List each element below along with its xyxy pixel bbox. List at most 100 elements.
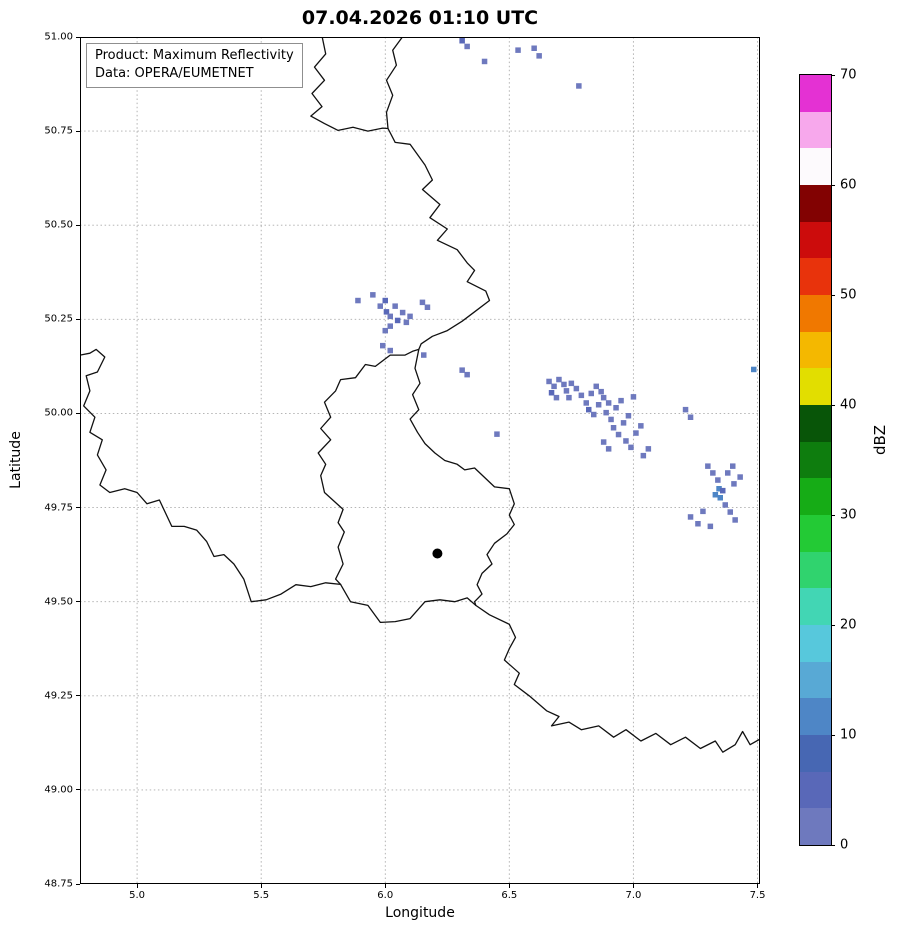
radar-echo-cell bbox=[593, 383, 599, 390]
country-border-line bbox=[317, 348, 477, 624]
radar-echo-cell bbox=[464, 371, 470, 378]
colorbar-tick-mark bbox=[831, 734, 835, 736]
colorbar-segment bbox=[800, 368, 831, 405]
radar-echo-cell bbox=[586, 406, 592, 413]
y-tick-mark bbox=[76, 883, 80, 885]
radar-echo-cell bbox=[548, 390, 555, 396]
y-tick-label: 49.50 bbox=[44, 596, 73, 608]
y-axis-label: Latitude bbox=[8, 431, 24, 489]
colorbar-segment bbox=[800, 661, 831, 699]
figure-title: 07.04.2026 01:10 UTC bbox=[301, 7, 539, 29]
country-border-line bbox=[310, 37, 404, 132]
colorbar-segment bbox=[800, 514, 831, 552]
radar-echo-cell bbox=[494, 431, 500, 437]
radar-echo-cell bbox=[625, 413, 632, 419]
y-tick-mark bbox=[76, 318, 80, 320]
x-tick-label: 7.5 bbox=[749, 890, 766, 901]
colorbar-segment bbox=[800, 258, 831, 295]
colorbar-segment bbox=[800, 184, 831, 222]
info-box-data-line: Data: OPERA/EUMETNET bbox=[95, 66, 254, 82]
colorbar-tick-mark bbox=[831, 844, 835, 846]
radar-echo-cell bbox=[377, 303, 383, 309]
radar-echo-cell bbox=[630, 394, 637, 400]
colorbar-tick-label: 40 bbox=[840, 397, 857, 413]
radar-echo-cell bbox=[620, 420, 627, 426]
radar-echo-cell bbox=[705, 463, 711, 469]
colorbar-tick-label: 10 bbox=[840, 727, 857, 743]
x-tick-mark bbox=[384, 884, 386, 888]
y-tick-mark bbox=[76, 412, 80, 414]
radar-echo-cell bbox=[608, 416, 614, 423]
radar-echo-cell bbox=[383, 309, 390, 315]
y-tick-mark bbox=[76, 601, 80, 603]
radar-echo-cell bbox=[682, 406, 689, 413]
colorbar-segment bbox=[800, 551, 831, 589]
colorbar-tick-mark bbox=[831, 514, 835, 516]
radar-echo-cell bbox=[600, 439, 607, 445]
colorbar-segment bbox=[800, 624, 831, 662]
colorbar-tick-label: 70 bbox=[840, 67, 857, 83]
y-tick-label: 49.00 bbox=[44, 784, 73, 796]
y-tick-mark bbox=[76, 130, 80, 132]
radar-echo-cell bbox=[727, 509, 733, 515]
radar-echo-cell bbox=[355, 297, 361, 304]
radar-echo-cell bbox=[566, 394, 572, 401]
radar-echo-cell bbox=[712, 492, 719, 498]
colorbar-tick-mark bbox=[831, 74, 835, 76]
colorbar-tick-mark bbox=[831, 184, 835, 186]
colorbar-segment bbox=[800, 698, 831, 735]
radar-echo-cell bbox=[605, 400, 612, 406]
radar-echo-cell bbox=[536, 53, 542, 59]
x-tick-mark bbox=[757, 884, 759, 888]
radar-echo-cell bbox=[751, 366, 757, 373]
radar-echo-cell bbox=[394, 317, 401, 324]
colorbar-segment bbox=[800, 441, 831, 479]
x-tick-label: 5.0 bbox=[129, 890, 146, 901]
radar-echo-cell bbox=[623, 438, 629, 444]
radar-echo-cell bbox=[598, 388, 604, 395]
radar-echo-cell bbox=[687, 414, 694, 420]
radar-echo-cell bbox=[645, 446, 652, 452]
y-tick-label: 50.00 bbox=[44, 407, 73, 419]
colorbar-segment bbox=[800, 588, 831, 625]
radar-echo-cell bbox=[387, 313, 393, 320]
radar-echo-cell bbox=[717, 495, 723, 501]
y-tick-mark bbox=[76, 36, 80, 38]
radar-echo-cell bbox=[459, 367, 465, 373]
y-tick-label: 49.25 bbox=[44, 690, 73, 702]
colorbar-segment bbox=[800, 478, 831, 515]
radar-echo-cell bbox=[556, 376, 562, 383]
country-borders bbox=[80, 37, 760, 753]
colorbar-segment bbox=[800, 404, 831, 442]
radar-echo-cell bbox=[720, 487, 726, 494]
radar-echo-cell bbox=[640, 452, 647, 459]
radar-echo-cell bbox=[715, 477, 721, 483]
colorbar-tick-mark bbox=[831, 294, 835, 296]
colorbar-tick-mark bbox=[831, 404, 835, 406]
radar-echoes bbox=[355, 38, 757, 530]
x-tick-mark bbox=[260, 884, 262, 888]
x-tick-label: 6.0 bbox=[377, 890, 394, 901]
colorbar-segment bbox=[800, 74, 831, 112]
radar-echo-cell bbox=[722, 502, 728, 508]
x-tick-mark bbox=[136, 884, 138, 888]
x-tick-mark bbox=[508, 884, 510, 888]
radar-echo-cell bbox=[600, 394, 607, 401]
radar-echo-cell bbox=[578, 392, 585, 399]
radar-echo-cell bbox=[399, 309, 406, 316]
radar-echo-cell bbox=[737, 474, 743, 480]
radar-echo-cell bbox=[700, 508, 706, 515]
colorbar-tick-label: 50 bbox=[840, 287, 857, 303]
radar-echo-cell bbox=[595, 402, 602, 408]
radar-echo-cell bbox=[464, 43, 470, 50]
radar-echo-cell bbox=[382, 297, 388, 304]
radar-echo-cell bbox=[615, 431, 622, 438]
y-tick-label: 48.75 bbox=[44, 878, 73, 890]
colorbar-segment bbox=[800, 148, 831, 185]
radar-echo-cell bbox=[419, 299, 426, 306]
gridlines bbox=[80, 37, 760, 884]
plot-frame bbox=[80, 37, 760, 884]
radar-echo-cell bbox=[407, 313, 413, 320]
radar-echo-cell bbox=[687, 514, 694, 520]
radar-echo-cell bbox=[561, 381, 567, 388]
